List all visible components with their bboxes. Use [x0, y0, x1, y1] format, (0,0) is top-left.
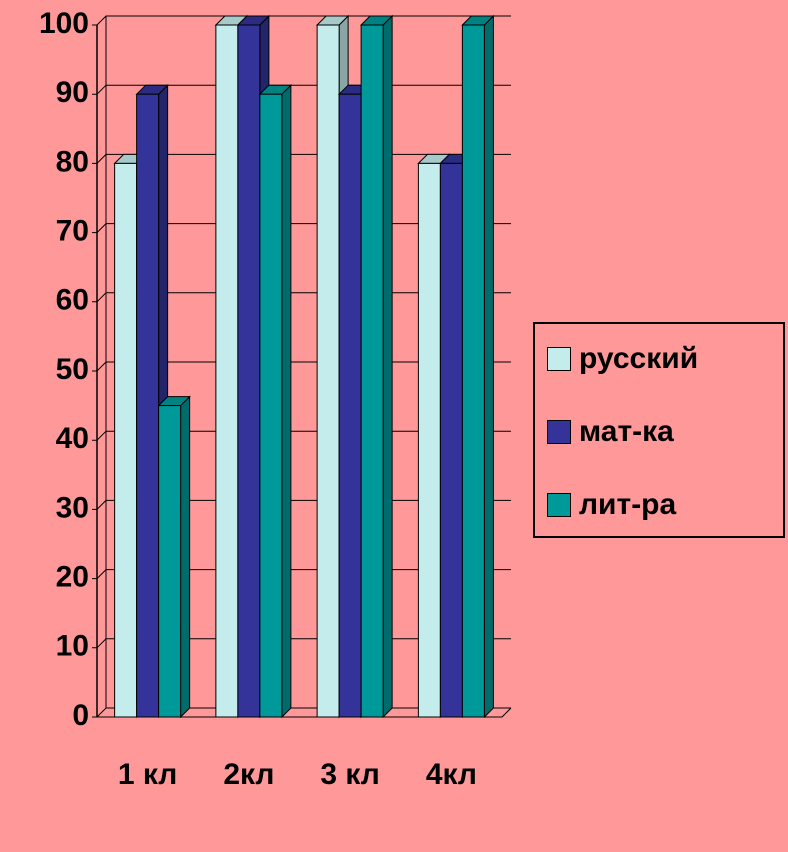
legend-item: лит-ра [547, 488, 676, 522]
grid-line [92, 499, 511, 510]
bar [360, 24, 384, 718]
grid-line [92, 153, 511, 164]
legend: русский мат-ка лит-ра [533, 322, 785, 538]
grid-line [92, 430, 511, 441]
grid-line [92, 707, 511, 718]
y-tick-label: 10 [56, 630, 89, 663]
x-tick-label: 1 кл [117, 758, 178, 791]
y-tick-label: 80 [56, 145, 89, 178]
legend-swatch [547, 420, 571, 444]
bar-side [483, 14, 494, 719]
bar [136, 93, 160, 718]
grid-line [92, 84, 511, 95]
legend-label: лит-ра [579, 488, 677, 521]
grid-line [92, 223, 511, 234]
bar [439, 162, 463, 718]
x-tick-label: 2кл [223, 758, 275, 791]
legend-label: мат-ка [579, 415, 674, 448]
bar [114, 162, 138, 718]
x-tick-label: 3 кл [320, 758, 380, 791]
bar [215, 24, 239, 718]
x-tick-label: 4кл [425, 758, 477, 791]
y-tick-label: 20 [56, 561, 89, 594]
bar [237, 24, 261, 718]
bar-side [180, 395, 191, 719]
y-tick-label: 0 [72, 699, 89, 732]
legend-item: мат-ка [547, 415, 674, 449]
y-tick-label: 30 [56, 491, 89, 524]
bar [461, 24, 485, 718]
bar [316, 24, 340, 718]
grid-line [92, 361, 511, 372]
legend-swatch [547, 347, 571, 371]
legend-item: русский [547, 342, 698, 376]
grid-line [92, 569, 511, 580]
y-tick-label: 90 [56, 76, 89, 109]
legend-label: русский [579, 342, 699, 375]
y-tick-label: 40 [56, 422, 89, 455]
y-tick-label: 100 [39, 7, 89, 40]
y-tick-label: 60 [56, 284, 89, 317]
y-tick-label: 50 [56, 353, 89, 386]
grid-line [92, 292, 511, 303]
grid-line [92, 15, 511, 26]
bar-side [382, 14, 393, 719]
grid-line [92, 638, 511, 649]
legend-swatch [547, 493, 571, 517]
bar [338, 93, 362, 718]
y-tick-label: 70 [56, 215, 89, 248]
bar [158, 405, 182, 718]
bar [259, 93, 283, 718]
bar [417, 162, 441, 718]
bar-side [281, 83, 292, 719]
